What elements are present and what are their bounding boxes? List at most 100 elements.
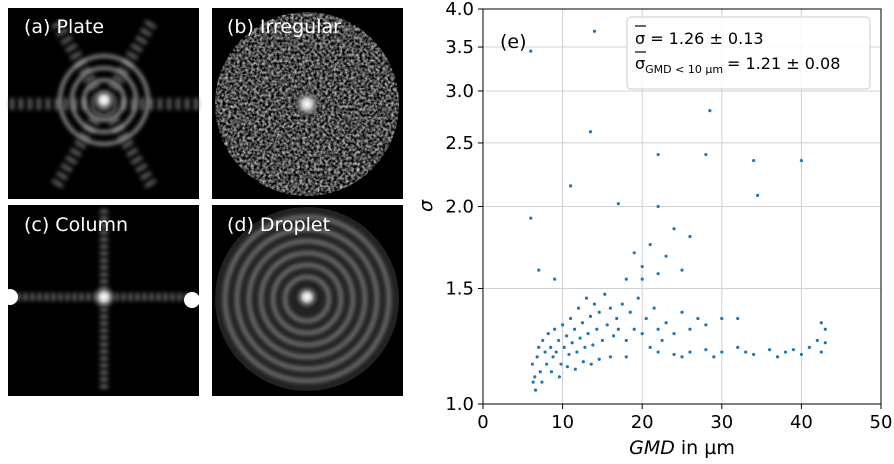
data-point: [799, 158, 804, 163]
stats-symbol: σ: [635, 29, 645, 48]
panel-label: (e): [500, 31, 527, 53]
data-point: [549, 370, 554, 374]
y-tick-label: 2.5: [445, 133, 474, 154]
data-point: [529, 216, 533, 220]
data-point: [736, 316, 740, 321]
data-point: [537, 345, 541, 349]
data-point: [567, 352, 571, 357]
data-point: [783, 350, 788, 354]
data-point: [672, 227, 676, 231]
data-point: [611, 334, 616, 338]
data-point: [620, 302, 624, 306]
data-point: [562, 345, 566, 349]
data-point: [600, 338, 605, 343]
data-point: [648, 242, 652, 247]
data-point: [752, 352, 756, 357]
data-point: [535, 355, 539, 359]
data-point: [672, 332, 676, 336]
x-axis-label: GMD in µm: [629, 437, 735, 459]
data-point: [791, 348, 796, 352]
data-point: [704, 323, 708, 327]
data-point: [564, 334, 569, 338]
data-point: [575, 350, 579, 354]
data-point: [588, 314, 593, 318]
data-point: [541, 338, 545, 343]
data-point: [632, 251, 636, 255]
data-point: [652, 306, 656, 310]
data-point: [530, 362, 534, 366]
data-point: [568, 184, 573, 188]
data-point: [557, 338, 561, 343]
data-point: [589, 362, 593, 366]
x-tick-label: 50: [870, 412, 893, 433]
panel-label: (a) Plate: [24, 16, 104, 38]
x-label-italic: GMD: [629, 437, 675, 459]
data-point: [720, 350, 724, 354]
data-point: [736, 345, 740, 349]
stats-subscript: GMD < 10 µm: [645, 63, 723, 76]
data-point: [595, 327, 599, 331]
data-point: [624, 338, 628, 343]
data-point: [752, 158, 756, 163]
data-point: [744, 350, 748, 354]
data-point: [605, 323, 609, 327]
data-point: [819, 350, 823, 354]
data-point: [696, 316, 700, 321]
data-point: [823, 327, 827, 331]
y-tick-label: 1.5: [445, 278, 474, 299]
data-point: [533, 375, 537, 379]
x-tick-label: 30: [710, 412, 733, 433]
y-tick-label: 4.0: [445, 0, 474, 20]
data-point: [624, 277, 628, 281]
data-point: [557, 375, 562, 379]
data-point: [767, 348, 772, 352]
data-point: [543, 350, 547, 354]
y-tick-label: 3.0: [445, 81, 474, 102]
data-point: [680, 310, 684, 314]
data-point: [680, 355, 684, 359]
data-point: [549, 345, 553, 349]
y-tick-label: 2.0: [445, 197, 474, 218]
data-point: [573, 367, 577, 371]
axes-frame: [482, 8, 882, 405]
stats-box: σ = 1.26 ± 0.13 σ GMD < 10 µm = 1.21 ± 0.0…: [626, 16, 871, 90]
y-tick-label: 1.0: [445, 394, 474, 415]
data-point: [712, 355, 716, 359]
x-tick-label: 40: [790, 412, 813, 433]
stats-text: σGMD < 10 µm = 1.21 ± 0.08: [635, 54, 840, 76]
stats-value: = 1.26 ± 0.13: [650, 29, 763, 48]
data-point: [640, 264, 644, 269]
data-point: [597, 310, 601, 314]
data-point: [720, 316, 724, 321]
data-point: [656, 350, 660, 354]
data-point: [537, 268, 541, 272]
data-point: [583, 345, 587, 349]
data-point: [823, 341, 827, 345]
y-axis-label: σ: [415, 199, 437, 212]
data-point: [640, 277, 644, 281]
data-point: [708, 109, 712, 113]
data-point: [636, 296, 640, 300]
data-point: [664, 321, 668, 325]
data-point: [632, 327, 636, 331]
data-point: [576, 306, 581, 310]
data-point: [615, 316, 619, 321]
data-point: [688, 350, 692, 354]
irregular-image: [212, 8, 403, 199]
data-point: [688, 327, 692, 331]
data-point: [640, 332, 644, 336]
y-tick-label: 3.5: [445, 37, 474, 58]
plate-image: [8, 8, 199, 199]
stats-text: σ = 1.26 ± 0.13: [635, 29, 764, 48]
data-point: [580, 321, 585, 325]
data-point: [775, 355, 780, 359]
data-point: [597, 357, 601, 361]
data-point: [688, 234, 692, 239]
data-point: [608, 306, 612, 310]
data-point: [584, 296, 589, 300]
data-point: [591, 343, 595, 347]
stats-value: = 1.21 ± 0.08: [727, 54, 840, 73]
data-point: [656, 204, 660, 209]
data-point: [578, 336, 582, 340]
